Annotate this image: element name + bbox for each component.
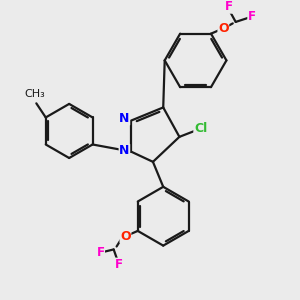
Text: N: N <box>119 145 130 158</box>
Text: F: F <box>96 247 104 260</box>
Text: F: F <box>115 258 123 271</box>
Text: F: F <box>248 10 256 23</box>
Text: O: O <box>218 22 229 35</box>
Text: Cl: Cl <box>194 122 207 135</box>
Text: O: O <box>120 230 131 243</box>
Text: CH₃: CH₃ <box>25 89 45 99</box>
Text: F: F <box>225 0 233 13</box>
Text: N: N <box>119 112 130 125</box>
